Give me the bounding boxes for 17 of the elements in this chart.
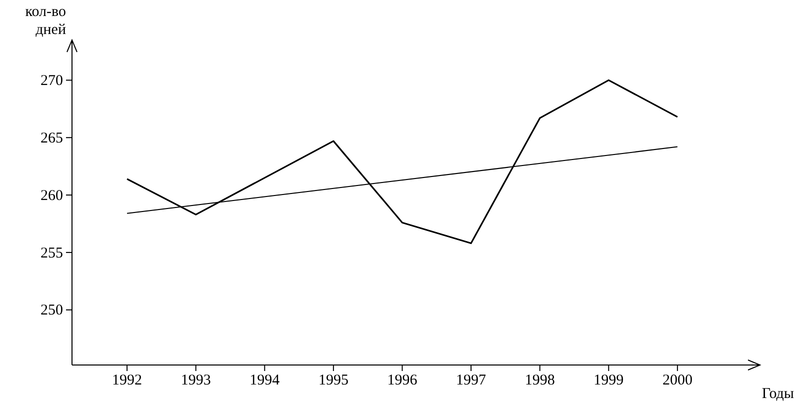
- y-axis-title: кол-во дней: [25, 4, 66, 38]
- x-tick-label: 1996: [387, 372, 418, 389]
- x-tick-label: 1992: [112, 372, 142, 389]
- x-tick-label: 2000: [662, 372, 692, 389]
- y-tick-label: 265: [40, 130, 63, 146]
- x-axis-title: Годы: [762, 386, 794, 402]
- y-tick-label: 270: [40, 72, 63, 89]
- x-tick-label: 1998: [524, 372, 555, 389]
- y-tick-label: 260: [40, 188, 63, 204]
- x-tick-label: 1997: [456, 372, 487, 389]
- line-series: [126, 79, 678, 244]
- x-tick-label: 1994: [250, 372, 280, 389]
- y-tick-label: 250: [40, 302, 63, 319]
- x-tick-label: 1999: [594, 372, 624, 389]
- y-tick-label: 255: [40, 245, 63, 262]
- x-tick-label: 1993: [180, 372, 211, 389]
- x-tick-label: 1995: [318, 372, 348, 389]
